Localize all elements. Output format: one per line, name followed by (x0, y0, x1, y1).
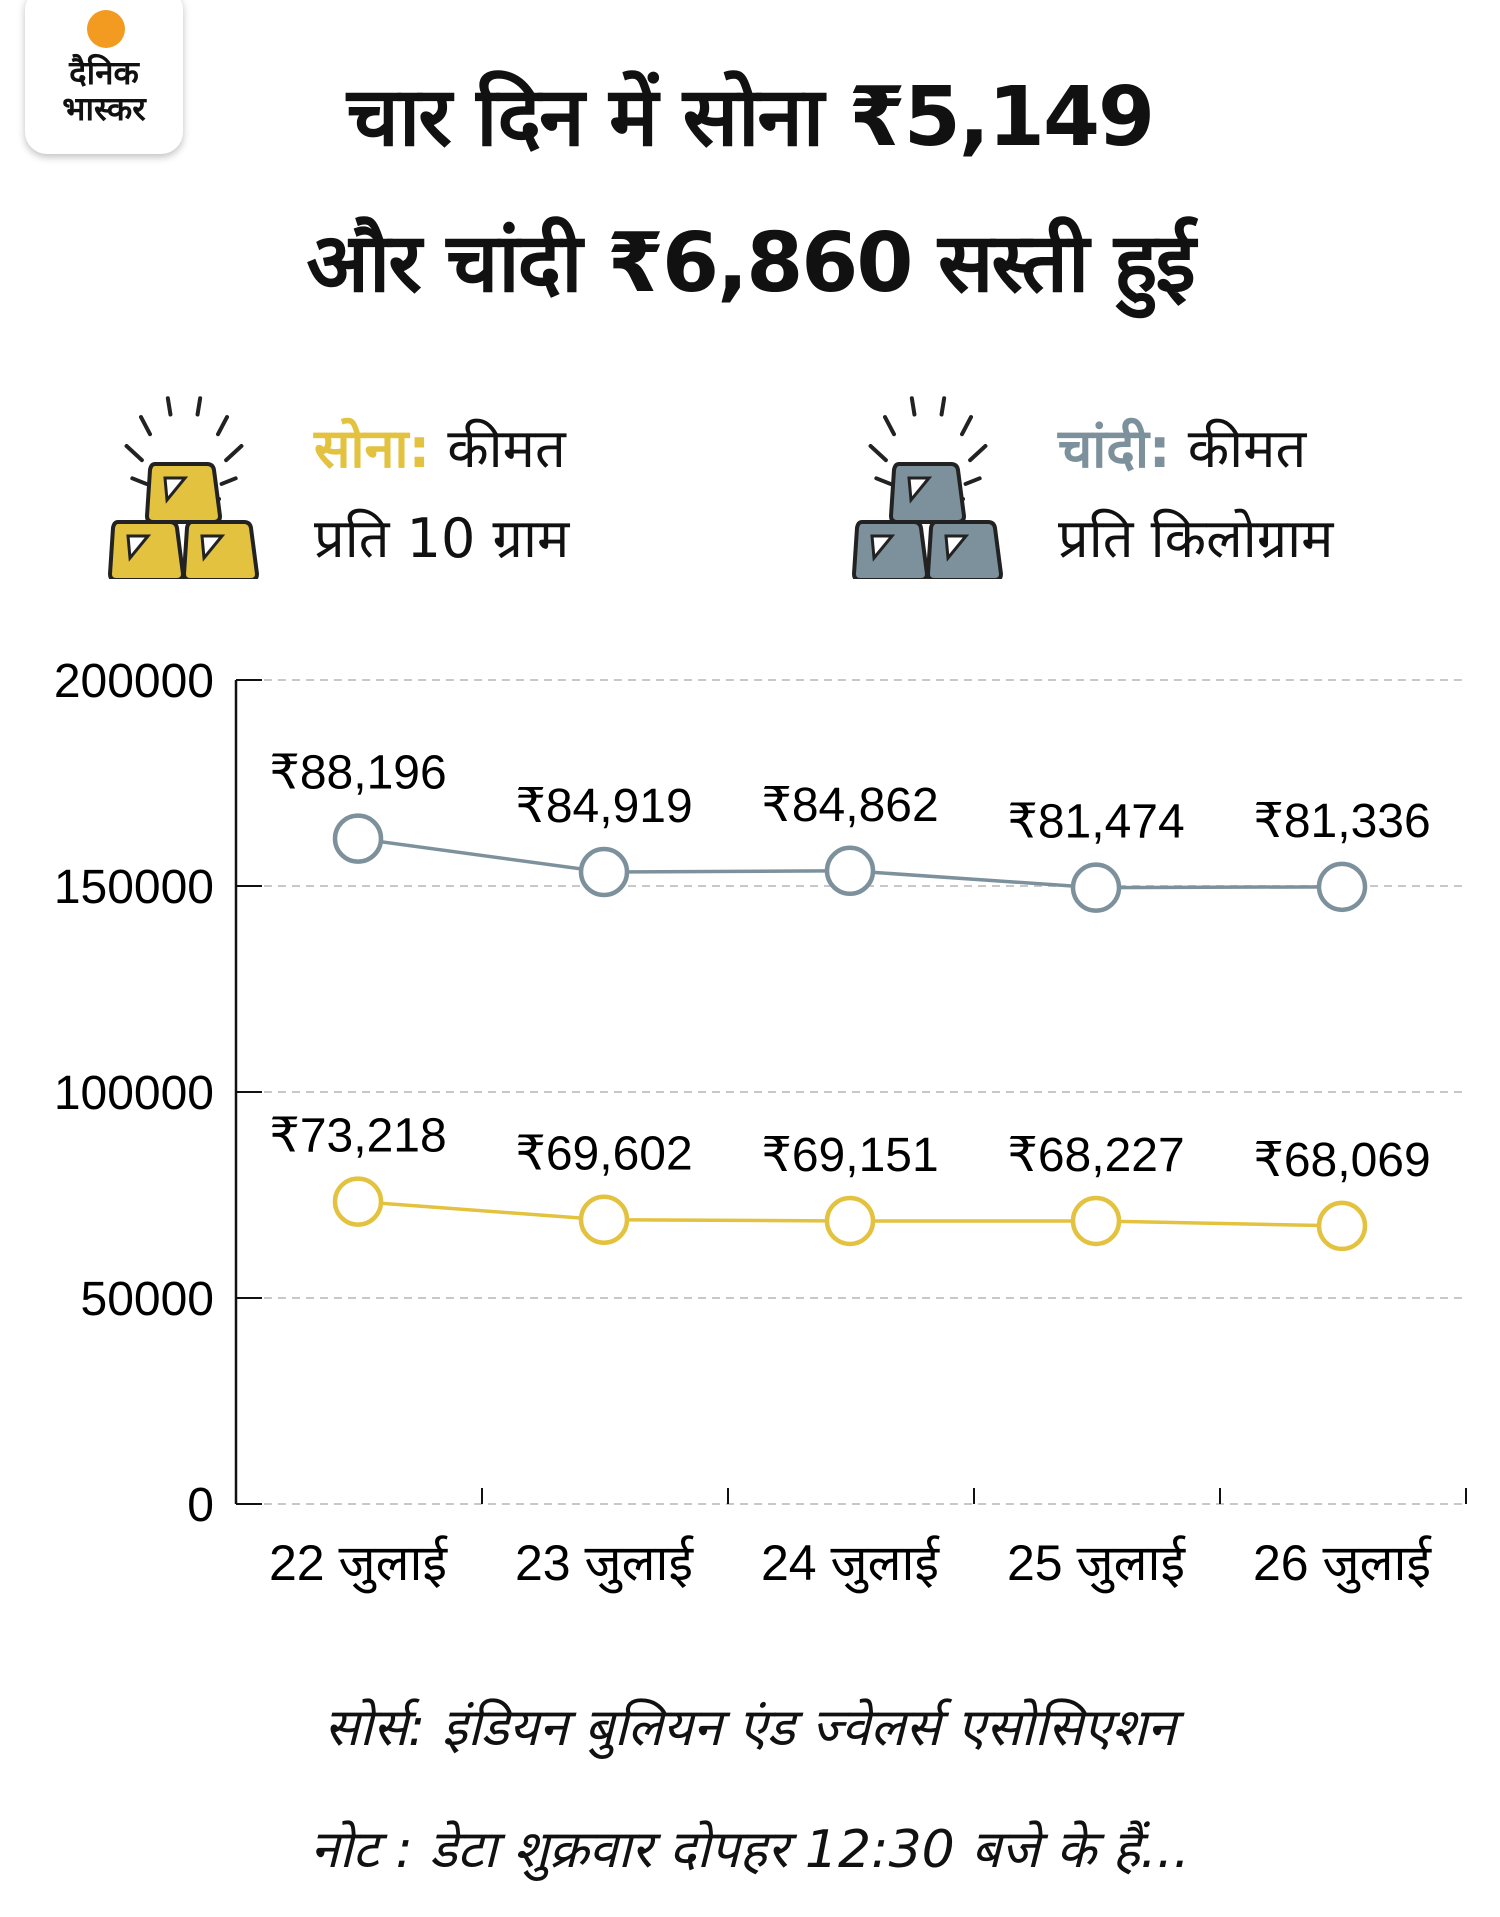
legend-silver: चांदी: कीमत प्रति किलोग्राम (836, 394, 1456, 584)
legend-gold-unit: प्रति 10 ग्राम (314, 507, 570, 570)
shine-ray (139, 415, 152, 437)
bar-shine (870, 534, 896, 562)
data-point-silver (332, 813, 384, 864)
logo-line1: दैनिक (69, 53, 139, 92)
legend-silver-name: चांदी: (1058, 417, 1171, 480)
data-label-gold: ₹68,069 (1253, 1134, 1430, 1187)
data-point-silver (578, 846, 630, 898)
shine-ray (216, 415, 229, 437)
y-tick-label: 150000 (54, 861, 214, 914)
y-tick-label: 200000 (54, 655, 214, 708)
sun-icon (87, 10, 125, 48)
data-label-silver: ₹81,474 (1007, 796, 1184, 849)
bar-shape (107, 520, 186, 579)
data-label-silver: ₹84,862 (761, 779, 938, 832)
headline-line2: और चांदी ₹6,860 सस्ती हुई (306, 216, 1195, 311)
line-chart: 0 50000 100000 150000 200000 22 जुलाई 23 जुलाई… (54, 655, 1467, 1594)
data-time-note: नोट : डेटा शुक्रवार दोपहर 12:30 बजे के ह… (310, 1820, 1190, 1880)
legend-silver-desc: कीमत (1170, 417, 1307, 480)
y-tick-label: 50000 (81, 1273, 214, 1326)
shine-ray (224, 443, 244, 463)
legend-gold: सोना: कीमत प्रति 10 ग्राम (92, 394, 652, 584)
data-point-gold (824, 1195, 876, 1247)
legend-silver-unit: प्रति किलोग्राम (1058, 507, 1334, 570)
data-label-silver: ₹81,336 (1253, 795, 1430, 848)
data-point-gold (1070, 1195, 1122, 1247)
bar-shine (200, 534, 226, 562)
x-tick-label: 22 जुलाई (269, 1535, 448, 1594)
y-tick-label: 100000 (54, 1067, 214, 1120)
legend-gold-desc: कीमत (430, 417, 566, 480)
shine-ray (968, 443, 988, 463)
shine-ray (165, 396, 173, 417)
x-tick-label: 26 जुलाई (1253, 1535, 1432, 1594)
shine-ray (874, 476, 893, 486)
shine-ray (868, 443, 888, 463)
data-label-gold: ₹73,218 (269, 1110, 446, 1163)
data-label-gold: ₹68,227 (1007, 1129, 1184, 1182)
data-label-gold: ₹69,602 (515, 1128, 692, 1181)
bar-shine (163, 476, 189, 504)
gold-bars-icon (107, 396, 260, 579)
bar-shape (888, 462, 967, 524)
data-label-silver: ₹84,919 (515, 780, 692, 833)
shine-ray (909, 396, 917, 417)
bar-shape (925, 520, 1004, 579)
data-label-silver: ₹88,196 (269, 747, 446, 800)
data-point-silver (824, 845, 876, 897)
shine-ray (883, 415, 896, 437)
shine-ray (195, 396, 203, 417)
x-tick-label: 24 जुलाई (761, 1535, 940, 1594)
data-point-gold (578, 1194, 630, 1245)
logo-line2: भास्कर (62, 89, 146, 128)
shine-ray (960, 415, 973, 437)
bar-shape (144, 462, 223, 524)
shine-ray (963, 476, 982, 486)
bar-shine (944, 534, 970, 562)
shine-ray (124, 443, 144, 463)
source-note: सोर्स: इंडियन बुलियन एंड ज्वेलर्स एसोसिए… (324, 1698, 1176, 1758)
x-tick-label: 25 जुलाई (1007, 1535, 1186, 1594)
x-tick-label: 23 जुलाई (515, 1535, 694, 1594)
bar-shine (907, 476, 933, 504)
data-point-gold (332, 1176, 384, 1227)
bar-shine (126, 534, 152, 562)
headline-line1: चार दिन में सोना ₹5,149 (346, 70, 1155, 165)
legend-gold-name: सोना: (314, 417, 431, 480)
bar-shape (851, 520, 930, 579)
data-label-gold: ₹69,151 (761, 1129, 938, 1182)
shine-ray (130, 476, 149, 486)
data-point-silver (1070, 862, 1122, 913)
data-point-silver (1316, 861, 1368, 913)
y-tick-label: 0 (187, 1479, 214, 1532)
silver-bars-icon (851, 396, 1004, 579)
data-point-gold (1316, 1200, 1368, 1252)
shine-ray (939, 396, 947, 417)
bar-shape (181, 520, 260, 579)
dainik-bhaskar-logo: दैनिक भास्कर (25, 0, 183, 154)
shine-ray (219, 476, 238, 486)
